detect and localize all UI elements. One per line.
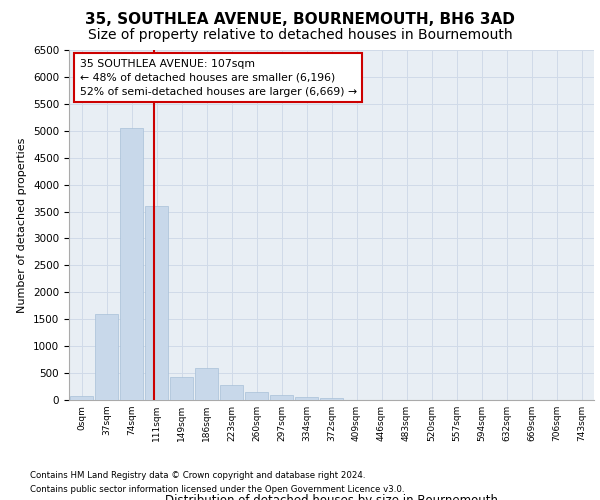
Y-axis label: Number of detached properties: Number of detached properties	[17, 138, 28, 312]
X-axis label: Distribution of detached houses by size in Bournemouth: Distribution of detached houses by size …	[165, 494, 498, 500]
Bar	[245, 392, 268, 400]
Bar	[170, 377, 193, 400]
Bar	[195, 368, 218, 400]
Bar	[220, 385, 243, 400]
Bar	[270, 395, 293, 400]
Text: 35, SOUTHLEA AVENUE, BOURNEMOUTH, BH6 3AD: 35, SOUTHLEA AVENUE, BOURNEMOUTH, BH6 3A…	[85, 12, 515, 28]
Bar	[320, 398, 343, 400]
Text: Size of property relative to detached houses in Bournemouth: Size of property relative to detached ho…	[88, 28, 512, 42]
Text: 35 SOUTHLEA AVENUE: 107sqm
← 48% of detached houses are smaller (6,196)
52% of s: 35 SOUTHLEA AVENUE: 107sqm ← 48% of deta…	[79, 59, 356, 97]
Bar	[70, 396, 93, 400]
Bar	[120, 128, 143, 400]
Text: Contains public sector information licensed under the Open Government Licence v3: Contains public sector information licen…	[30, 486, 404, 494]
Bar	[145, 206, 168, 400]
Bar	[95, 314, 118, 400]
Bar	[295, 397, 318, 400]
Text: Contains HM Land Registry data © Crown copyright and database right 2024.: Contains HM Land Registry data © Crown c…	[30, 470, 365, 480]
